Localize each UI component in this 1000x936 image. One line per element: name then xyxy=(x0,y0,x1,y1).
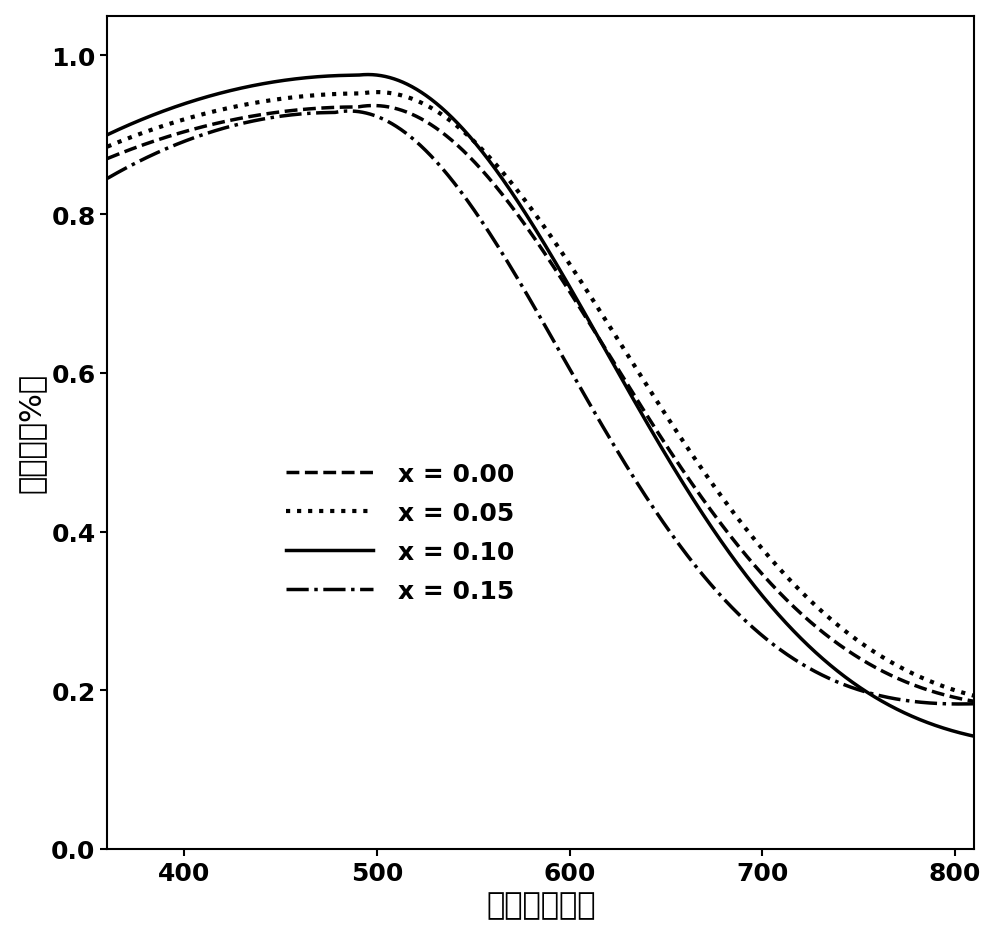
x = 0.00 xyxy=(943,691,955,702)
Line: x = 0.05: x = 0.05 xyxy=(107,93,974,696)
Line: x = 0.15: x = 0.15 xyxy=(107,112,974,704)
x = 0.00 xyxy=(500,195,512,206)
x = 0.15 xyxy=(944,698,956,709)
x = 0.15 xyxy=(101,173,113,184)
X-axis label: 波长（纳米）: 波长（纳米） xyxy=(486,890,596,919)
Line: x = 0.00: x = 0.00 xyxy=(107,107,974,702)
x = 0.10 xyxy=(500,180,512,191)
x = 0.05 xyxy=(371,87,383,98)
Legend: x = 0.00, x = 0.05, x = 0.10, x = 0.15: x = 0.00, x = 0.05, x = 0.10, x = 0.15 xyxy=(276,452,525,613)
x = 0.00 xyxy=(523,227,535,238)
x = 0.00 xyxy=(367,101,379,112)
x = 0.15 xyxy=(943,698,955,709)
x = 0.10 xyxy=(146,110,158,122)
x = 0.00 xyxy=(146,138,158,149)
x = 0.05 xyxy=(500,172,512,183)
x = 0.10 xyxy=(362,70,374,81)
x = 0.10 xyxy=(943,724,955,736)
x = 0.15 xyxy=(146,151,158,162)
x = 0.05 xyxy=(784,576,796,587)
x = 0.15 xyxy=(500,256,512,267)
x = 0.10 xyxy=(944,724,956,736)
x = 0.15 xyxy=(343,107,355,118)
x = 0.15 xyxy=(784,651,796,663)
x = 0.10 xyxy=(101,130,113,141)
Y-axis label: 吸收率（%）: 吸收率（%） xyxy=(17,373,46,493)
x = 0.00 xyxy=(968,696,980,708)
x = 0.15 xyxy=(523,294,535,305)
x = 0.05 xyxy=(943,683,955,695)
x = 0.10 xyxy=(784,622,796,634)
x = 0.00 xyxy=(784,598,796,609)
x = 0.00 xyxy=(944,691,956,702)
x = 0.15 xyxy=(968,698,980,709)
x = 0.15 xyxy=(953,698,965,709)
x = 0.05 xyxy=(101,142,113,154)
x = 0.05 xyxy=(944,683,956,695)
x = 0.05 xyxy=(146,125,158,137)
Line: x = 0.10: x = 0.10 xyxy=(107,76,974,737)
x = 0.00 xyxy=(101,154,113,165)
x = 0.10 xyxy=(523,214,535,226)
x = 0.10 xyxy=(968,731,980,742)
x = 0.05 xyxy=(968,691,980,702)
x = 0.05 xyxy=(523,201,535,212)
